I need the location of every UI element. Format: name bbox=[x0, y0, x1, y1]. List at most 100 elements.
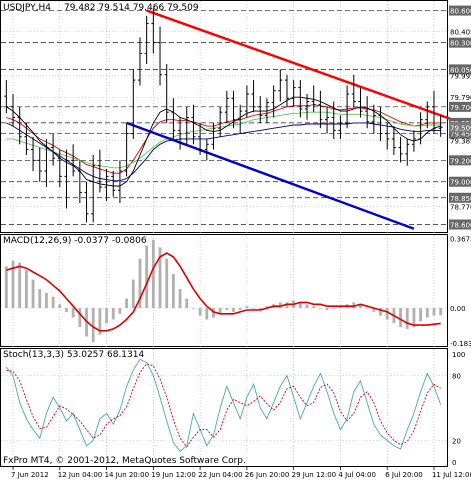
price-level-label: 80.600 bbox=[450, 8, 471, 16]
macd-histogram-bar bbox=[305, 304, 309, 309]
macd-histogram-bar bbox=[18, 262, 22, 309]
price-bar bbox=[398, 136, 403, 163]
macd-histogram-bar bbox=[298, 302, 302, 309]
stoch-pane[interactable]: 100 80 20 0 bbox=[1, 351, 465, 467]
price-bar bbox=[71, 144, 76, 177]
macd-histogram-bar bbox=[339, 306, 342, 309]
macd-histogram-bar bbox=[158, 247, 162, 309]
price-bar bbox=[411, 130, 416, 152]
price-pane-frame bbox=[0, 0, 448, 233]
time-axis-label: 22 Jun 04:00 bbox=[198, 471, 242, 479]
macd-histogram-bar bbox=[372, 308, 376, 312]
price-bar bbox=[64, 149, 69, 209]
price-bar bbox=[371, 104, 376, 134]
price-bar bbox=[311, 85, 316, 113]
price-axis-label: 80.405 bbox=[450, 28, 471, 36]
macd-histogram-bar bbox=[51, 296, 55, 309]
macd-histogram-bar bbox=[111, 308, 115, 320]
price-axis-label: 79.790 bbox=[450, 94, 471, 102]
stoch-signal-line bbox=[6, 363, 441, 448]
price-bar bbox=[438, 115, 443, 137]
macd-histogram-bar bbox=[245, 306, 249, 309]
price-bar bbox=[244, 85, 249, 118]
price-bar bbox=[385, 122, 390, 150]
time-axis-label: 7 Jun 2012 bbox=[11, 471, 49, 479]
window-title: USDJPY,H4 bbox=[3, 3, 51, 13]
macd-axis-label: 0.00 bbox=[450, 305, 466, 313]
price-bar bbox=[431, 90, 436, 134]
macd-histogram-bar bbox=[252, 308, 255, 309]
macd-axis-label: -0.1835 bbox=[450, 340, 471, 348]
price-bar bbox=[218, 106, 223, 137]
price-level-tag bbox=[449, 176, 471, 187]
price-bar bbox=[97, 149, 102, 193]
macd-histogram-bar bbox=[278, 302, 282, 309]
price-bar bbox=[158, 26, 163, 86]
macd-histogram-bar bbox=[58, 304, 62, 309]
macd-histogram-bar bbox=[171, 273, 175, 309]
macd-signal-line bbox=[6, 252, 441, 332]
price-bar bbox=[331, 101, 336, 139]
quote-readout: 79.482 79.514 79.466 79.509 bbox=[64, 3, 199, 13]
price-bar bbox=[365, 96, 370, 129]
macd-histogram-bar bbox=[98, 308, 102, 335]
moving-average-line bbox=[6, 96, 441, 187]
time-axis-label: 26 Jun 20:00 bbox=[245, 471, 289, 479]
macd-histogram-bar bbox=[165, 258, 169, 309]
price-bar bbox=[198, 122, 203, 155]
macd-histogram-bar bbox=[218, 308, 222, 314]
macd-histogram-bar bbox=[258, 308, 262, 310]
macd-histogram-bar bbox=[192, 308, 195, 309]
macd-histogram-bar bbox=[365, 308, 369, 309]
macd-histogram-bar bbox=[71, 308, 75, 318]
price-bar bbox=[325, 106, 330, 134]
current-price-tag bbox=[449, 122, 471, 133]
price-bar bbox=[178, 117, 183, 150]
price-bar bbox=[405, 138, 410, 166]
price-pane[interactable]: 80.600 80.405 80.300 80.05079.995 79.790 79.7… bbox=[1, 1, 471, 466]
time-axis-label: 19 Jun 12:00 bbox=[151, 471, 195, 479]
macd-histogram-bar bbox=[31, 279, 35, 309]
price-bar bbox=[31, 136, 36, 172]
macd-histogram-bar bbox=[91, 308, 95, 343]
price-bar bbox=[318, 90, 323, 129]
price-bar bbox=[11, 94, 16, 127]
stoch-axis-label: 80 bbox=[452, 373, 461, 381]
price-bar bbox=[338, 115, 343, 139]
macd-histogram-bar bbox=[405, 308, 409, 329]
price-bar bbox=[264, 98, 269, 123]
price-level-tag bbox=[449, 219, 471, 230]
price-bar bbox=[111, 171, 116, 197]
price-bar bbox=[164, 64, 169, 123]
price-bar bbox=[17, 106, 22, 145]
macd-histogram-bar bbox=[131, 279, 135, 309]
price-bar bbox=[391, 126, 396, 155]
price-level-label: 79.000 bbox=[450, 179, 471, 187]
macd-histogram-bar bbox=[318, 308, 322, 309]
macd-histogram-bar bbox=[379, 308, 382, 316]
macd-histogram-bar bbox=[198, 308, 202, 316]
macd-pane[interactable]: 0.3673 0.00 -0.1835 bbox=[1, 235, 471, 348]
price-bar bbox=[231, 90, 236, 129]
support-trendline bbox=[126, 121, 415, 230]
price-bar bbox=[37, 147, 42, 182]
macd-histogram-bar bbox=[432, 308, 436, 316]
price-level-label: 79.200 bbox=[450, 157, 471, 165]
price-bar bbox=[211, 122, 216, 150]
time-axis-label: 11 Jul 12:00 bbox=[432, 471, 471, 479]
price-bar bbox=[171, 98, 176, 142]
macd-axis-label: 0.3673 bbox=[450, 235, 471, 243]
time-axis-label: 6 Jul 20:00 bbox=[385, 471, 423, 479]
macd-histogram-bar bbox=[359, 304, 362, 309]
price-bar bbox=[91, 154, 96, 223]
price-bar bbox=[305, 94, 310, 120]
time-axis-label: 12 Jun 04:00 bbox=[58, 471, 102, 479]
price-bar bbox=[24, 122, 29, 155]
price-axis-label: 79.995 bbox=[450, 72, 471, 80]
price-bar bbox=[351, 74, 356, 107]
price-bar bbox=[224, 90, 229, 123]
macd-histogram-bar bbox=[78, 308, 82, 328]
macd-histogram-bar bbox=[332, 308, 336, 309]
